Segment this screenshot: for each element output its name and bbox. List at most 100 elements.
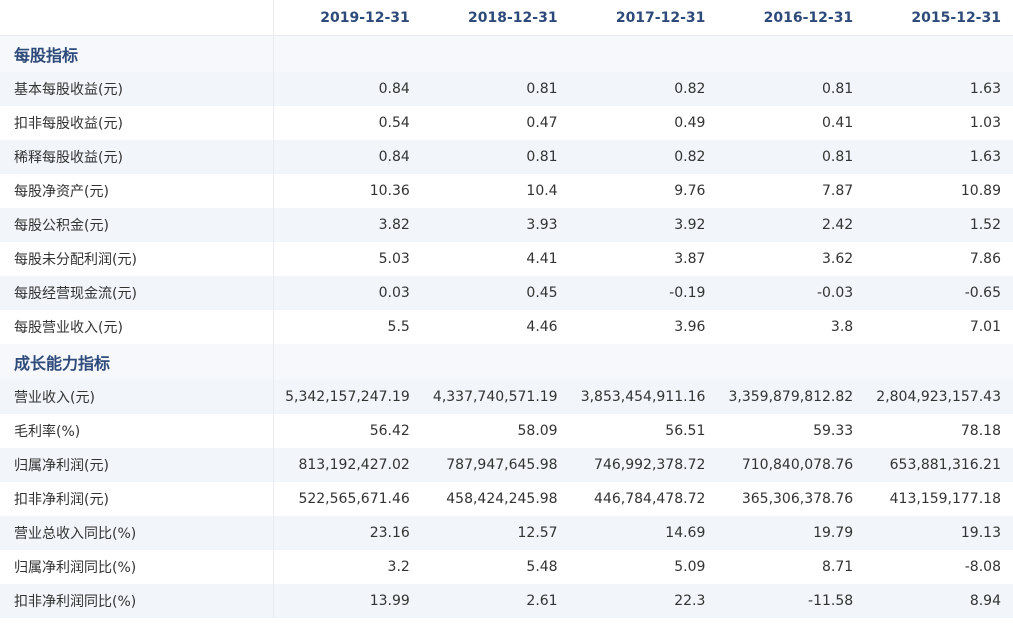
value-cell: 3.82 (378, 217, 410, 233)
value-cell: 56.42 (369, 423, 410, 439)
value-cell: 0.81 (526, 149, 558, 165)
section-header-row: 每股指标 (0, 36, 1013, 72)
value-cell: 12.57 (517, 525, 558, 541)
table-row: 扣非净利润同比(%) 13.99 2.61 22.3 -11.58 8.94 (0, 584, 1013, 618)
value-cell: 22.3 (674, 593, 706, 609)
value-cell: 59.33 (813, 423, 854, 439)
value-cell: 3.2 (387, 559, 410, 575)
row-label: 每股经营现金流(元) (0, 276, 274, 310)
value-cell: -8.08 (964, 559, 1001, 575)
value-cell: 3.93 (526, 217, 558, 233)
row-label: 扣非每股收益(元) (0, 106, 274, 140)
table-row: 扣非净利润(元) 522,565,671.46 458,424,245.98 446,… (0, 482, 1013, 516)
table-row: 每股净资产(元) 10.36 10.4 9.76 7.87 10.89 (0, 174, 1013, 208)
value-cell: 458,424,245.98 (446, 491, 558, 507)
value-cell: 653,881,316.21 (889, 457, 1001, 473)
table-row: 毛利率(%) 56.42 58.09 56.51 59.33 78.18 (0, 414, 1013, 448)
value-cell: 5.48 (526, 559, 558, 575)
table-row: 稀释每股收益(元) 0.84 0.81 0.82 0.81 1.63 (0, 140, 1013, 174)
value-cell: 23.16 (369, 525, 410, 541)
value-cell: 10.4 (526, 183, 558, 199)
table-row: 归属净利润同比(%) 3.2 5.48 5.09 8.71 -8.08 (0, 550, 1013, 584)
value-cell: 7.87 (822, 183, 854, 199)
value-cell: 710,840,078.76 (741, 457, 854, 473)
row-label: 扣非净利润(元) (0, 482, 274, 516)
value-cell: 4.41 (526, 251, 558, 267)
value-cell: 0.03 (378, 285, 410, 301)
value-cell: 3,359,879,812.82 (728, 389, 854, 405)
value-cell: 0.81 (822, 149, 854, 165)
table-row: 每股营业收入(元) 5.5 4.46 3.96 3.8 7.01 (0, 310, 1013, 344)
value-cell: 4.46 (526, 319, 558, 335)
column-header-2016[interactable]: 2016-12-31 (763, 9, 854, 26)
value-cell: 1.63 (969, 149, 1001, 165)
row-label: 归属净利润同比(%) (0, 550, 274, 584)
table-row: 每股经营现金流(元) 0.03 0.45 -0.19 -0.03 -0.65 (0, 276, 1013, 310)
value-cell: 5.03 (378, 251, 410, 267)
value-cell: -0.03 (816, 285, 854, 301)
column-header-2015[interactable]: 2015-12-31 (911, 9, 1001, 26)
value-cell: 13.99 (369, 593, 410, 609)
column-header-2019[interactable]: 2019-12-31 (320, 9, 410, 26)
table-row: 营业收入(元) 5,342,157,247.19 4,337,740,571.19 3… (0, 380, 1013, 414)
value-cell: 10.89 (960, 183, 1001, 199)
row-label: 每股营业收入(元) (0, 310, 274, 344)
value-cell: 9.76 (674, 183, 706, 199)
value-cell: 746,992,378.72 (594, 457, 706, 473)
value-cell: 8.71 (822, 559, 854, 575)
value-cell: 58.09 (517, 423, 558, 439)
value-cell: 10.36 (369, 183, 410, 199)
value-cell: 7.01 (969, 319, 1001, 335)
row-label: 每股公积金(元) (0, 208, 274, 242)
row-label: 营业收入(元) (0, 380, 274, 414)
value-cell: 1.63 (969, 81, 1001, 97)
value-cell: 7.86 (969, 251, 1001, 267)
value-cell: 522,565,671.46 (298, 491, 410, 507)
value-cell: 0.54 (378, 115, 410, 131)
table-row: 营业总收入同比(%) 23.16 12.57 14.69 19.79 19.13 (0, 516, 1013, 550)
value-cell: 2.61 (526, 593, 558, 609)
row-label: 营业总收入同比(%) (0, 516, 274, 550)
section-title: 成长能力指标 (0, 344, 274, 380)
table-row: 扣非每股收益(元) 0.54 0.47 0.49 0.41 1.03 (0, 106, 1013, 140)
value-cell: 0.84 (378, 81, 410, 97)
value-cell: 413,159,177.18 (889, 491, 1001, 507)
table-row: 归属净利润(元) 813,192,427.02 787,947,645.98 746,… (0, 448, 1013, 482)
value-cell: 3.62 (822, 251, 854, 267)
value-cell: 1.03 (969, 115, 1001, 131)
value-cell: 19.13 (960, 525, 1001, 541)
column-header-2017[interactable]: 2017-12-31 (615, 9, 706, 26)
value-cell: 0.49 (674, 115, 706, 131)
row-label: 每股净资产(元) (0, 174, 274, 208)
value-cell: 813,192,427.02 (298, 457, 410, 473)
value-cell: 56.51 (665, 423, 706, 439)
value-cell: 0.41 (822, 115, 854, 131)
value-cell: 14.69 (665, 525, 706, 541)
value-cell: 3,853,454,911.16 (580, 389, 706, 405)
table-row: 每股未分配利润(元) 5.03 4.41 3.87 3.62 7.86 (0, 242, 1013, 276)
value-cell: 5.09 (674, 559, 706, 575)
row-label: 归属净利润(元) (0, 448, 274, 482)
column-header-2018[interactable]: 2018-12-31 (468, 9, 558, 26)
section-header-row: 成长能力指标 (0, 344, 1013, 380)
value-cell: 5,342,157,247.19 (285, 389, 410, 405)
value-cell: 5.5 (387, 319, 410, 335)
header-label-cell (0, 0, 274, 35)
value-cell: 8.94 (969, 593, 1001, 609)
value-cell: 3.8 (830, 319, 854, 335)
value-cell: 2.42 (822, 217, 854, 233)
value-cell: 0.45 (526, 285, 558, 301)
value-cell: 1.52 (969, 217, 1001, 233)
value-cell: 0.82 (674, 81, 706, 97)
section-title: 每股指标 (0, 36, 274, 72)
table-row: 基本每股收益(元) 0.84 0.81 0.82 0.81 1.63 (0, 72, 1013, 106)
value-cell: -11.58 (808, 593, 854, 609)
table-body: 每股指标 基本每股收益(元) 0.84 0.81 0.82 0.81 1.63 扣非每股收益(… (0, 36, 1013, 618)
value-cell: 78.18 (960, 423, 1001, 439)
value-cell: -0.19 (669, 285, 706, 301)
value-cell: 4,337,740,571.19 (432, 389, 558, 405)
row-label: 稀释每股收益(元) (0, 140, 274, 174)
value-cell: 19.79 (813, 525, 854, 541)
row-label: 每股未分配利润(元) (0, 242, 274, 276)
